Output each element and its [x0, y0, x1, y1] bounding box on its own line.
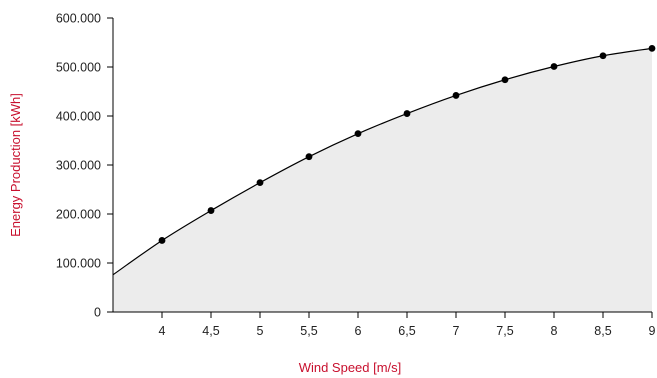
data-point: [452, 92, 460, 99]
x-tick-label: 4: [159, 324, 166, 338]
x-tick-label: 6,5: [398, 324, 415, 338]
x-tick-label: 8,5: [594, 324, 611, 338]
y-axis-ticks: 0 100.000 200.000 300.000 400.000 500.000 600.…: [56, 12, 113, 320]
y-axis-title: Energy Production [kWh]: [8, 93, 23, 237]
data-point: [550, 63, 558, 70]
data-point: [501, 76, 509, 84]
data-point: [207, 207, 215, 214]
area-fill: [113, 48, 652, 312]
x-tick-label: 7,5: [496, 324, 513, 338]
data-point: [305, 153, 313, 161]
x-axis-title: Wind Speed [m/s]: [299, 360, 402, 375]
y-tick-label: 600.000: [56, 12, 101, 26]
x-tick-label: 7: [453, 324, 460, 338]
data-point: [648, 44, 656, 52]
data-points: [158, 44, 656, 244]
data-point: [599, 52, 607, 60]
y-tick-label: 300.000: [56, 159, 101, 173]
y-tick-label: 400.000: [56, 110, 101, 124]
data-point: [158, 237, 166, 244]
y-tick-label: 0: [94, 306, 101, 320]
series-line: [112, 47, 653, 276]
data-point: [354, 130, 362, 138]
x-tick-label: 5: [257, 324, 264, 338]
x-tick-label: 5,5: [300, 324, 317, 338]
x-axis-ticks: 4 4,5 5 5,5 6 6,5 7 7,5 8 8,5 9: [159, 312, 656, 338]
x-tick-label: 8: [551, 324, 558, 338]
y-tick-label: 100.000: [56, 257, 101, 271]
data-point: [403, 110, 411, 117]
x-tick-label: 6: [355, 324, 362, 338]
data-point: [256, 179, 264, 187]
y-tick-label: 500.000: [56, 61, 101, 75]
y-tick-label: 200.000: [56, 208, 101, 222]
x-tick-label: 4,5: [202, 324, 219, 338]
x-tick-label: 9: [649, 324, 656, 338]
